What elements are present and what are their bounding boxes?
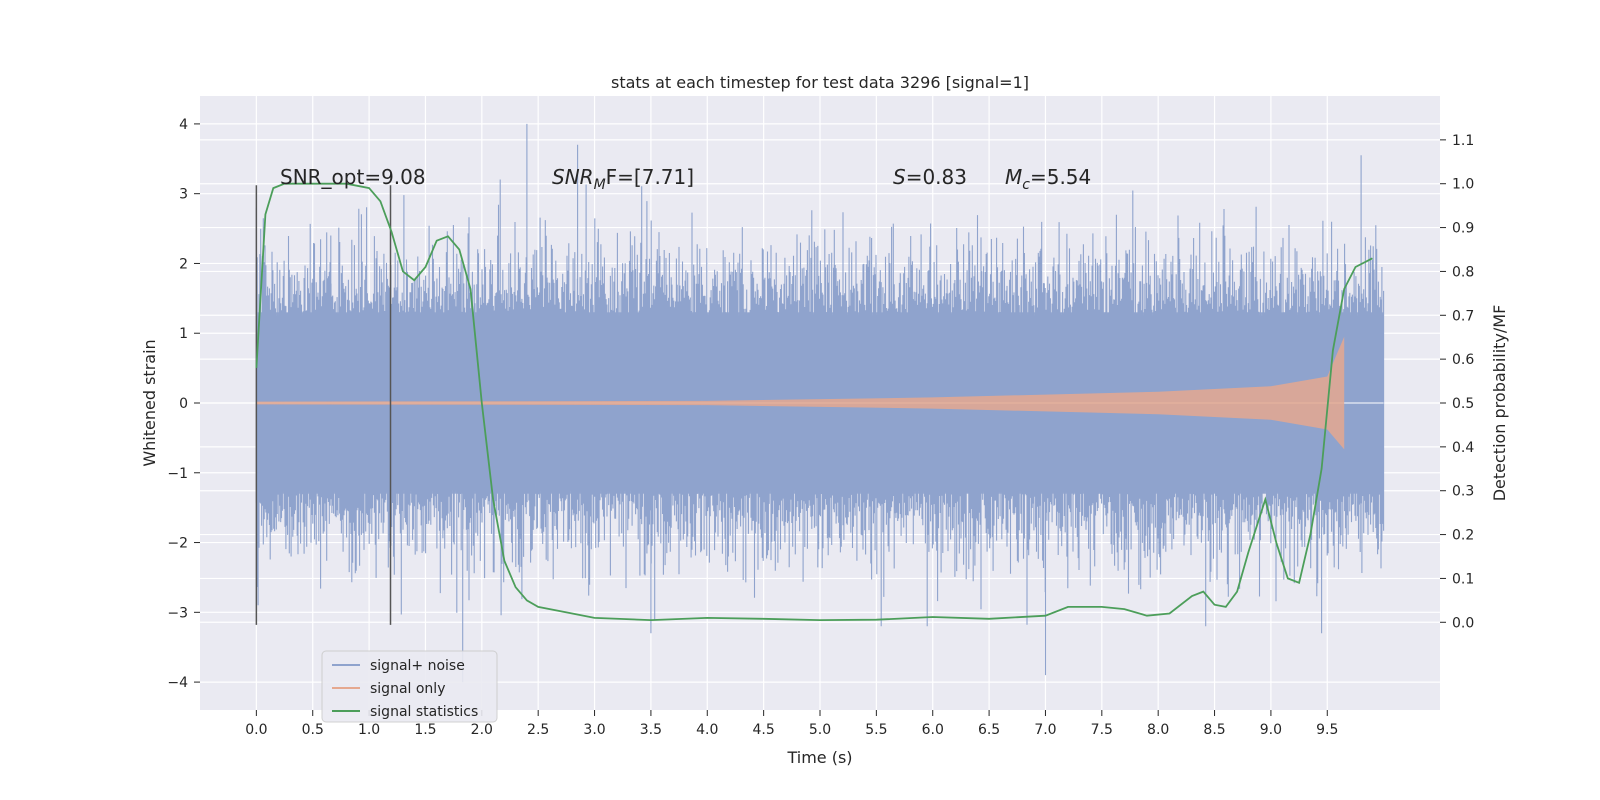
y-axis-right: 1.1 1.0 0.9 0.8 0.7 0.6 0.5 0.4 0.3 0.2 0.1 0.0 bbox=[1440, 133, 1474, 631]
mc-label: M bbox=[1005, 165, 1022, 189]
snr-mf-value: F=[7.71] bbox=[606, 165, 694, 189]
x-tick-label: 1.5 bbox=[414, 722, 436, 738]
annotation-snr-mf: SNRMF=[7.71] bbox=[552, 165, 694, 193]
legend-box bbox=[321, 650, 498, 723]
y-right-tick-label: 0.7 bbox=[1452, 308, 1474, 324]
x-tick-label: 6.5 bbox=[978, 722, 1000, 738]
y-right-tick-label: 0.8 bbox=[1452, 264, 1474, 280]
y-right-tick-label: 0.4 bbox=[1452, 440, 1474, 456]
x-tick-label: 4.0 bbox=[696, 722, 718, 738]
x-tick-label: 5.0 bbox=[809, 722, 831, 738]
y-tick-label: 2 bbox=[179, 256, 188, 272]
x-tick-label: 2.0 bbox=[471, 722, 493, 738]
s-value: =0.83 bbox=[906, 165, 967, 189]
x-tick-label: 9.0 bbox=[1260, 722, 1282, 738]
legend-label: signal+ noise bbox=[370, 658, 465, 674]
x-tick-label: 2.5 bbox=[527, 722, 549, 738]
series-signal-only bbox=[256, 336, 1345, 450]
vertical-markers bbox=[255, 185, 392, 625]
x-tick-label: 6.0 bbox=[922, 722, 944, 738]
x-tick-label: 0.0 bbox=[245, 722, 267, 738]
x-tick-label: 3.5 bbox=[640, 722, 662, 738]
x-tick-label: 7.5 bbox=[1091, 722, 1113, 738]
y-right-tick-label: 0.1 bbox=[1452, 571, 1474, 587]
y-right-tick-label: 0.9 bbox=[1452, 221, 1474, 237]
y-tick-label: 1 bbox=[179, 326, 188, 342]
x-axis: 0.0 0.5 1.0 1.5 2.0 2.5 3.0 3.5 4.0 4.5 5.0 5.5 6.0 6… bbox=[245, 710, 1338, 738]
s-label: S bbox=[893, 165, 906, 189]
y-tick-label: 3 bbox=[179, 187, 188, 203]
y-right-tick-label: 0.3 bbox=[1452, 484, 1474, 500]
x-tick-label: 8.5 bbox=[1203, 722, 1225, 738]
annotation-s: S=0.83 bbox=[893, 165, 967, 189]
y-tick-label: −3 bbox=[167, 605, 188, 621]
snr-mf-label: SNR bbox=[552, 165, 594, 189]
y-right-tick-label: 1.0 bbox=[1452, 177, 1474, 193]
x-tick-label: 9.5 bbox=[1316, 722, 1338, 738]
y-tick-label: −4 bbox=[167, 675, 188, 691]
snr-mf-subscript: M bbox=[594, 177, 606, 193]
x-tick-label: 5.5 bbox=[865, 722, 887, 738]
signal-envelope bbox=[256, 336, 1345, 450]
y-right-tick-label: 0.6 bbox=[1452, 352, 1474, 368]
x-tick-label: 8.0 bbox=[1147, 722, 1169, 738]
y-axis-left: 4 3 2 1 0 −1 −2 −3 −4 bbox=[167, 117, 200, 691]
signal-statistics-line bbox=[255, 182, 1373, 622]
y-right-tick-label: 0.2 bbox=[1452, 528, 1474, 544]
y-tick-label: −2 bbox=[167, 536, 188, 552]
y-right-tick-label: 0.0 bbox=[1452, 615, 1474, 631]
legend-label: signal statistics bbox=[370, 704, 478, 720]
mc-value: =5.54 bbox=[1030, 165, 1091, 189]
legend: signal+ noise signal only signal statistic… bbox=[321, 650, 498, 723]
x-tick-label: 4.5 bbox=[753, 722, 775, 738]
x-tick-label: 3.0 bbox=[583, 722, 605, 738]
y-tick-label: 0 bbox=[179, 396, 188, 412]
y-axis-right-label: Detection probability/MF bbox=[1490, 305, 1509, 502]
plot-content bbox=[255, 123, 1385, 683]
y-tick-label: −1 bbox=[167, 466, 188, 482]
annotation-snr-opt: SNR_opt=9.08 bbox=[280, 165, 426, 189]
chart-title: stats at each timestep for test data 329… bbox=[611, 73, 1029, 92]
y-right-tick-label: 0.5 bbox=[1452, 396, 1474, 412]
y-right-tick-label: 1.1 bbox=[1452, 133, 1474, 149]
mc-subscript: c bbox=[1022, 177, 1030, 193]
legend-label: signal only bbox=[370, 681, 445, 697]
x-tick-label: 1.0 bbox=[358, 722, 380, 738]
y-tick-label: 4 bbox=[179, 117, 188, 133]
y-axis-label: Whitened strain bbox=[140, 339, 159, 466]
x-tick-label: 7.0 bbox=[1034, 722, 1056, 738]
series-signal-statistics bbox=[255, 182, 1373, 622]
x-tick-label: 0.5 bbox=[302, 722, 324, 738]
x-axis-label: Time (s) bbox=[786, 748, 852, 767]
annotation-mc: Mc=5.54 bbox=[1005, 165, 1091, 193]
